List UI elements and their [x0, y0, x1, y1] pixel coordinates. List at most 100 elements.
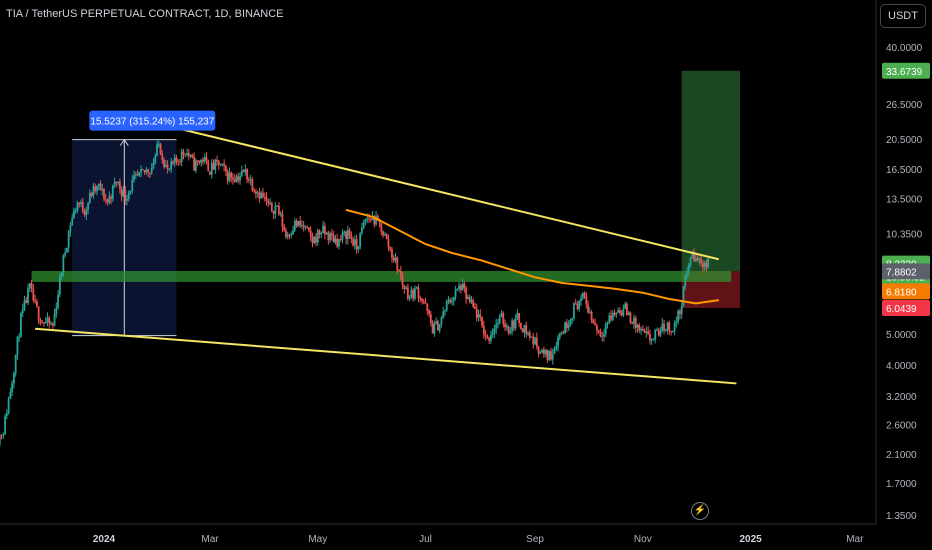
candle-body — [408, 296, 411, 299]
candle-body — [233, 179, 236, 182]
candle-body — [558, 333, 561, 338]
candle-body — [331, 233, 333, 236]
price-tick-label: 13.5000 — [886, 195, 923, 206]
candle-body — [511, 320, 513, 332]
candle-body — [509, 331, 512, 333]
candle-body — [246, 169, 248, 180]
candle-body — [263, 197, 266, 199]
candle-body — [431, 322, 434, 334]
candle-body — [702, 263, 704, 268]
candle-body — [96, 185, 98, 192]
candle-body — [481, 316, 483, 326]
price-tick-label: 40.0000 — [886, 43, 923, 54]
candle-body — [302, 224, 305, 227]
candle-body — [179, 161, 181, 163]
candle-body — [134, 174, 137, 176]
candle-body — [242, 170, 245, 173]
candle-body — [7, 399, 10, 414]
candle-body — [73, 210, 75, 218]
candle-body — [444, 310, 446, 312]
candle-body — [686, 271, 688, 276]
candle-body — [647, 331, 650, 334]
candle-body — [182, 151, 185, 155]
candle-body — [292, 230, 294, 234]
candle-body — [465, 287, 468, 300]
price-label: 6.8180 — [886, 287, 917, 298]
candle-body — [286, 234, 289, 238]
candle-body — [353, 239, 356, 246]
candle-body — [587, 304, 589, 313]
candle-body — [491, 332, 494, 335]
candle-body — [707, 258, 710, 267]
candle-body — [406, 287, 409, 299]
candle-body — [237, 176, 240, 181]
candle-body — [122, 189, 125, 197]
candle-body — [391, 249, 393, 258]
candle-body — [308, 227, 310, 231]
candle-body — [435, 321, 438, 324]
candle-body — [202, 159, 204, 162]
candle-body — [470, 300, 473, 303]
time-tick-label: 2024 — [93, 534, 116, 545]
candle-body — [189, 154, 192, 157]
candle-body — [50, 323, 52, 325]
candle-body — [81, 202, 84, 212]
candle-body — [196, 160, 199, 162]
candle-body — [650, 339, 653, 341]
moving-average-line — [345, 208, 719, 305]
candle-body — [553, 348, 556, 354]
candle-body — [399, 271, 402, 277]
candle-body — [696, 258, 699, 260]
candle-body — [442, 311, 445, 318]
candle-body — [581, 293, 584, 299]
candle-body — [592, 319, 595, 324]
candle-body — [698, 258, 701, 260]
candle-body — [85, 209, 88, 215]
candle-body — [493, 328, 496, 333]
candle-body — [131, 180, 134, 192]
candle-body — [624, 303, 627, 309]
candle-body — [210, 162, 213, 175]
candle-body — [541, 349, 544, 353]
candle-body — [87, 202, 89, 210]
candle-body — [180, 151, 183, 162]
time-axis: 2024 Mar May Jul Sep Nov 2025 Mar — [0, 523, 876, 545]
candle-body — [194, 160, 197, 171]
candle-body — [502, 312, 505, 325]
lightning-bolt-icon[interactable]: ⚡ — [691, 502, 709, 520]
candles — [0, 140, 710, 447]
candle-body — [597, 330, 600, 333]
price-tick-label: 10.3500 — [886, 230, 923, 241]
candle-body — [297, 220, 300, 227]
candle-body — [663, 323, 665, 331]
candle-body — [78, 202, 81, 205]
candle-body — [221, 163, 224, 165]
candle-body — [634, 317, 637, 328]
candle-body — [276, 205, 279, 207]
candle-body — [0, 435, 1, 445]
candle-body — [498, 316, 501, 323]
candle-body — [428, 310, 430, 315]
price-tick-label: 2.1000 — [886, 450, 917, 461]
candle-body — [449, 299, 452, 303]
candle-body — [322, 225, 324, 234]
candle-body — [615, 312, 618, 315]
candle-body — [30, 283, 33, 289]
candle-body — [103, 188, 105, 200]
time-tick-label: Sep — [526, 534, 544, 545]
candle-body — [187, 153, 190, 157]
candle-body — [643, 330, 646, 333]
candle-body — [378, 220, 381, 224]
candle-body — [334, 238, 337, 243]
candle-body — [516, 313, 519, 318]
currency-unit-button[interactable]: USDT — [880, 4, 926, 28]
candle-body — [677, 310, 680, 322]
time-tick-label: Mar — [201, 534, 219, 545]
candle-body — [46, 317, 49, 323]
candle-body — [140, 168, 142, 172]
candle-body — [325, 232, 328, 235]
candle-body — [304, 226, 307, 228]
candle-body — [300, 224, 303, 226]
candle-body — [295, 220, 298, 227]
